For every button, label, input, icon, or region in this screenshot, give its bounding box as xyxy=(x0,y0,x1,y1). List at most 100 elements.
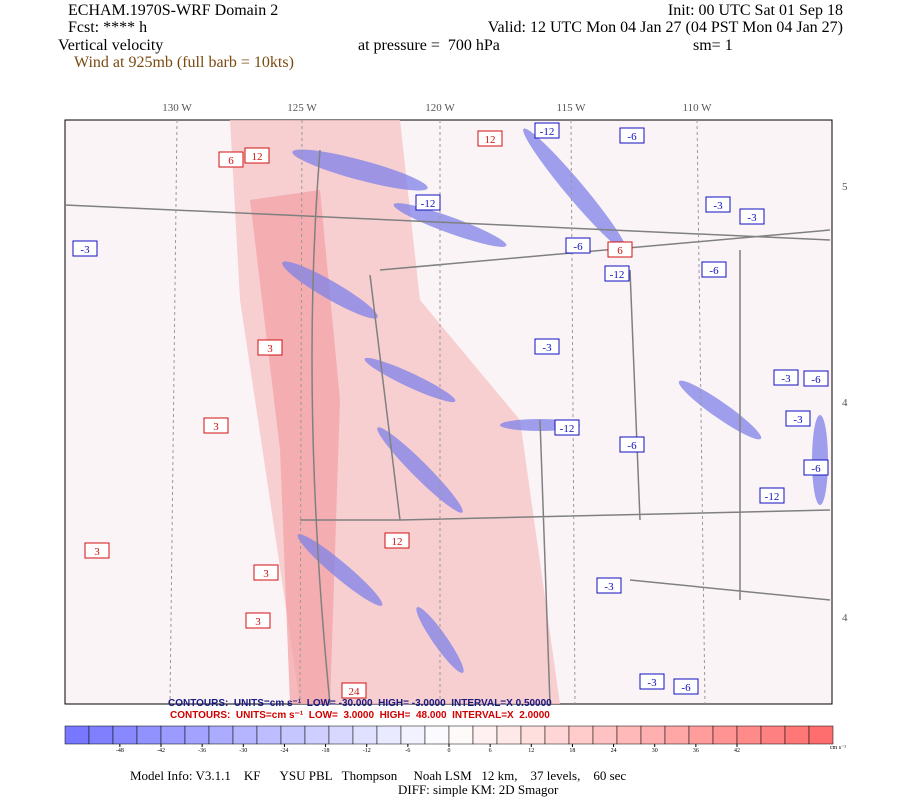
contour-label: 3 xyxy=(94,546,100,558)
colorbar-cell xyxy=(256,725,282,745)
colorbar-cell xyxy=(664,725,690,745)
contour-label-box xyxy=(253,564,279,581)
contour-label: 6 xyxy=(617,245,623,257)
contour-label: 3 xyxy=(255,616,261,628)
contour-label: -3 xyxy=(542,342,552,354)
colorbar-tick-label: 36 xyxy=(693,748,699,754)
contour-label-box xyxy=(257,339,283,356)
lat-label: 5 xyxy=(842,181,848,193)
colorbar-tick-label: -36 xyxy=(198,748,206,754)
contour-label-box xyxy=(565,237,591,254)
contour-label: -6 xyxy=(627,131,637,143)
contour-label: -6 xyxy=(709,265,719,277)
contour-label-box xyxy=(673,678,699,695)
contour-label-box xyxy=(477,130,503,147)
contour-label-box xyxy=(84,542,110,559)
colorbar-cell xyxy=(328,725,354,745)
colorbar-tick-label: -6 xyxy=(405,748,410,754)
colorbar-cell xyxy=(352,725,378,745)
contour-label-box xyxy=(803,370,829,387)
colorbar-cell xyxy=(640,725,666,745)
colorbar-tick-label: -24 xyxy=(280,748,288,754)
colorbar-tick-label: -12 xyxy=(363,748,371,754)
contour-label-box xyxy=(596,577,622,594)
contour-label: -6 xyxy=(573,241,583,253)
colorbar-tick-label: 42 xyxy=(734,748,740,754)
colorbar-cell xyxy=(136,725,162,745)
colorbar-cell xyxy=(160,725,186,745)
fcst: Fcst: **** h xyxy=(68,19,147,36)
contour-label-box xyxy=(803,459,829,476)
colorbar-cell xyxy=(208,725,234,745)
colorbar-cell xyxy=(448,725,474,745)
colorbar-cell xyxy=(784,725,810,745)
contour-label: -6 xyxy=(811,374,821,386)
contour-label: 12 xyxy=(485,134,496,146)
contour-label: 12 xyxy=(252,151,263,163)
contour-label: -12 xyxy=(765,491,780,503)
contour-label: -3 xyxy=(747,212,757,224)
contour-label-box xyxy=(218,151,244,168)
colorbar-cell xyxy=(736,725,762,745)
colorbar-tick-label: -42 xyxy=(157,748,165,754)
contour-label: 3 xyxy=(267,343,273,355)
pressure: at pressure = 700 hPa xyxy=(358,37,500,54)
contour-label: -6 xyxy=(681,682,691,694)
colorbar-cell xyxy=(232,725,258,745)
field: Vertical velocity xyxy=(58,37,163,54)
contour-label-box xyxy=(203,417,229,434)
colorbar-cell xyxy=(688,725,714,745)
contour-label: -3 xyxy=(647,677,657,689)
contour-label: -6 xyxy=(627,440,637,452)
contour-label: -12 xyxy=(421,198,436,210)
contour-label: -3 xyxy=(604,581,614,593)
contour-label: -12 xyxy=(560,423,575,435)
contour-label-box xyxy=(739,208,765,225)
colorbar-cell xyxy=(184,725,210,745)
colorbar-cell xyxy=(712,725,738,745)
wind-note: Wind at 925mb (full barb = 10kts) xyxy=(74,54,294,71)
colorbar-tick-label: 18 xyxy=(569,748,575,754)
colorbar-cell xyxy=(376,725,402,745)
diff-info: DIFF: simple KM: 2D Smagor xyxy=(398,782,559,797)
colorbar-tick-label: -18 xyxy=(322,748,330,754)
contour-label-box xyxy=(759,487,785,504)
colorbar-cell xyxy=(64,725,90,745)
contour-label-box xyxy=(244,147,270,164)
lon-label: 115 W xyxy=(556,102,586,114)
contour-label-box xyxy=(554,419,580,436)
colorbar-cell xyxy=(544,725,570,745)
colorbar-cell xyxy=(760,725,786,745)
colorbar-tick-label: 0 xyxy=(448,748,451,754)
contour-label: -12 xyxy=(610,269,625,281)
colorbar-cell xyxy=(616,725,642,745)
colorbar-tick-label: 24 xyxy=(611,748,617,754)
map xyxy=(64,119,833,705)
colorbar-tick-label: -48 xyxy=(116,748,124,754)
colorbar-tick-label: 30 xyxy=(652,748,658,754)
contour-label: 3 xyxy=(263,568,269,580)
lat-label: 4 xyxy=(842,612,848,624)
lon-label: 110 W xyxy=(682,102,712,114)
colorbar-cell xyxy=(808,725,834,745)
title: ECHAM.1970S-WRF Domain 2 xyxy=(68,2,278,19)
colorbar-cell xyxy=(592,725,618,745)
colorbar-cell xyxy=(88,725,114,745)
contour-label-box xyxy=(384,532,410,549)
contour-label-box xyxy=(785,410,811,427)
valid: Valid: 12 UTC Mon 04 Jan 27 (04 PST Mon … xyxy=(488,19,843,36)
colorbar-cell xyxy=(400,725,426,745)
contour-info-negative: CONTOURS: UNITS=cm s⁻¹ LOW= -30.000 HIGH… xyxy=(168,698,552,709)
smooth: sm= 1 xyxy=(693,37,733,54)
contour-info-positive: CONTOURS: UNITS=cm s⁻¹ LOW= 3.0000 HIGH=… xyxy=(170,710,550,721)
contour-label-box xyxy=(534,338,560,355)
contour-label: 12 xyxy=(392,536,403,548)
contour-label: 3 xyxy=(213,421,219,433)
contour-label-box xyxy=(604,265,630,282)
init: Init: 00 UTC Sat 01 Sep 18 xyxy=(668,2,843,19)
colorbar-cell xyxy=(496,725,522,745)
lat-label: 4 xyxy=(842,397,848,409)
lon-label: 125 W xyxy=(287,102,317,114)
contour-label-box xyxy=(245,612,271,629)
contour-label-box xyxy=(534,122,560,139)
